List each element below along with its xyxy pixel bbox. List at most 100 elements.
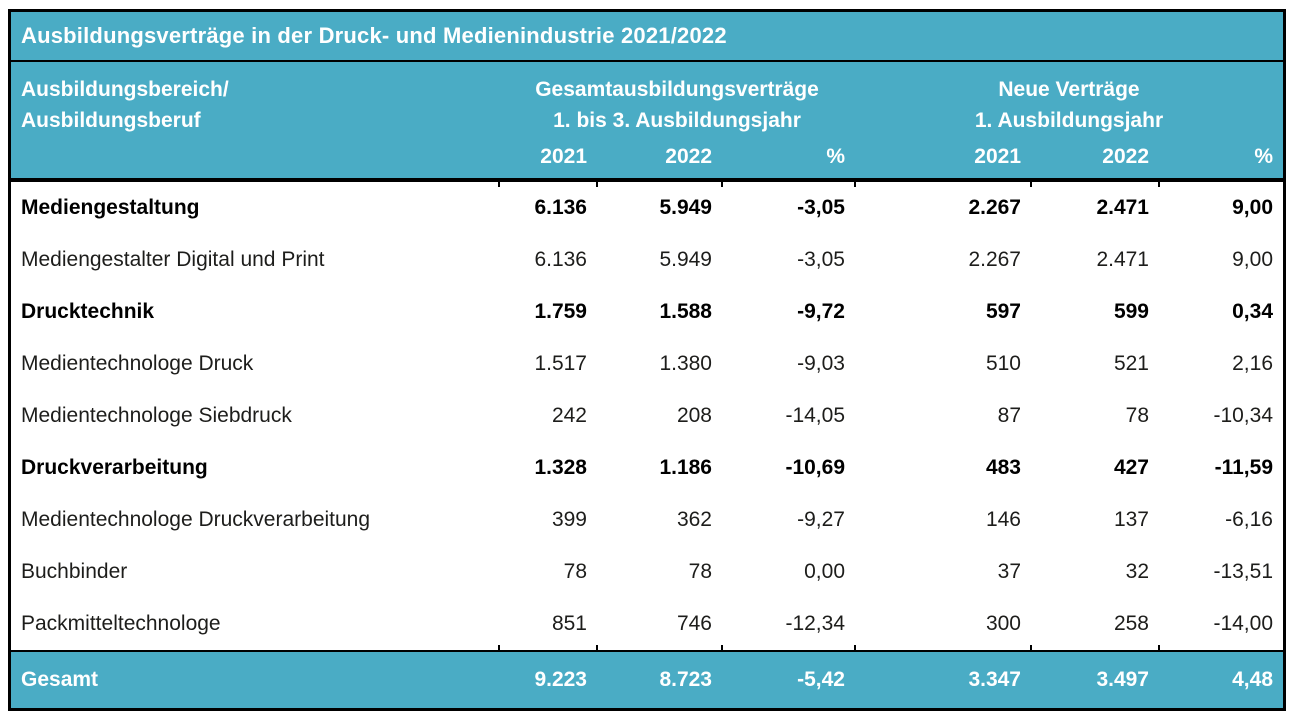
total-total-percent: -5,42 — [722, 650, 855, 708]
col-header-new-2022: 2022 — [1031, 136, 1159, 182]
cell-total-2022: 78 — [597, 546, 722, 598]
row-label: Medientechnologe Druck — [11, 338, 499, 390]
cell-new-2022: 2.471 — [1030, 180, 1159, 234]
table-row-medientechnologe-siebdruck: Medientechnologe Siebdruck 242 208 -14,0… — [11, 390, 1283, 442]
cell-total-percent: -3,05 — [722, 234, 855, 286]
table-row-mediengestalter-digital-und-print: Mediengestalter Digital und Print 6.136 … — [11, 234, 1283, 286]
row-label: Packmitteltechnologe — [11, 598, 499, 651]
cell-total-2021: 78 — [499, 546, 597, 598]
cell-new-2022: 2.471 — [1031, 234, 1159, 286]
cell-total-2021: 6.136 — [499, 234, 597, 286]
row-label: Mediengestaltung — [11, 180, 499, 234]
group-new-line1: Neue Verträge — [998, 78, 1140, 101]
group-total-line1: Gesamtausbildungsverträge — [535, 78, 819, 101]
cell-total-percent: -9,03 — [722, 338, 855, 390]
cell-total-percent: 0,00 — [722, 546, 855, 598]
cell-new-2021: 510 — [855, 338, 1031, 390]
cell-total-percent: -14,05 — [722, 390, 855, 442]
table-row-medientechnologe-druckverarbeitung: Medientechnologe Druckverarbeitung 399 3… — [11, 494, 1283, 546]
cell-total-2022: 5.949 — [596, 180, 722, 234]
cell-total-2021: 1.328 — [499, 442, 597, 494]
cell-total-percent: -3,05 — [721, 180, 855, 234]
col-header-total-2021: 2021 — [499, 136, 597, 182]
group-new-line2: 1. Ausbildungsjahr — [974, 109, 1164, 132]
cell-total-2022: 746 — [596, 598, 722, 651]
row-label: Buchbinder — [11, 546, 499, 598]
cell-new-2021: 300 — [854, 598, 1031, 651]
row-dimension-line2: Ausbildungsberuf — [21, 109, 201, 132]
col-header-new-2021: 2021 — [855, 136, 1031, 182]
cell-new-2022: 521 — [1031, 338, 1159, 390]
cell-new-2021: 483 — [855, 442, 1031, 494]
cell-total-2021: 1.517 — [499, 338, 597, 390]
row-label: Medientechnologe Siebdruck — [11, 390, 499, 442]
group-header-new-contracts: Neue Verträge 1. Ausbildungsjahr — [855, 62, 1283, 136]
cell-new-2022: 599 — [1031, 286, 1159, 338]
total-label: Gesamt — [11, 650, 499, 708]
total-total-2022: 8.723 — [597, 650, 722, 708]
group-header-total-contracts: Gesamtausbildungsverträge 1. bis 3. Ausb… — [499, 62, 855, 136]
cell-total-percent: -12,34 — [721, 598, 855, 651]
row-label: Medientechnologe Druckverarbeitung — [11, 494, 499, 546]
cell-new-percent: 9,00 — [1159, 234, 1283, 286]
table-title-bar: Ausbildungsverträge in der Druck- und Me… — [11, 12, 1283, 62]
cell-new-percent: -13,51 — [1159, 546, 1283, 598]
group-total-line2: 1. bis 3. Ausbildungsjahr — [553, 109, 801, 132]
cell-total-2022: 362 — [597, 494, 722, 546]
cell-total-2021: 851 — [498, 598, 597, 651]
cell-total-2021: 399 — [499, 494, 597, 546]
cell-new-percent: -10,34 — [1159, 390, 1283, 442]
cell-new-2021: 597 — [855, 286, 1031, 338]
cell-new-2021: 2.267 — [854, 180, 1031, 234]
row-dimension-line1: Ausbildungsbereich/ — [21, 78, 229, 101]
cell-new-2021: 2.267 — [855, 234, 1031, 286]
cell-new-percent: 0,34 — [1159, 286, 1283, 338]
row-label: Mediengestalter Digital und Print — [11, 234, 499, 286]
cell-new-2021: 146 — [855, 494, 1031, 546]
total-new-2021: 3.347 — [855, 650, 1031, 708]
row-label: Drucktechnik — [11, 286, 499, 338]
table-row-medientechnologe-druck: Medientechnologe Druck 1.517 1.380 -9,03… — [11, 338, 1283, 390]
table-header: Ausbildungsbereich/ Ausbildungsberuf Ges… — [11, 62, 1283, 182]
row-dimension-header: Ausbildungsbereich/ Ausbildungsberuf — [11, 62, 499, 182]
total-total-2021: 9.223 — [499, 650, 597, 708]
year-header-row: 2021 2022 % 2021 2022 % — [11, 136, 1283, 182]
cell-new-2022: 258 — [1030, 598, 1159, 651]
total-new-2022: 3.497 — [1031, 650, 1159, 708]
col-header-total-percent: % — [722, 136, 855, 182]
cell-total-2022: 1.380 — [597, 338, 722, 390]
cell-total-2021: 6.136 — [498, 180, 597, 234]
table-row-mediengestaltung: Mediengestaltung 6.136 5.949 -3,05 2.267… — [11, 180, 1283, 234]
row-label: Druckverarbeitung — [11, 442, 499, 494]
table-row-buchbinder: Buchbinder 78 78 0,00 37 32 -13,51 — [11, 546, 1283, 598]
table-row-packmitteltechnologe: Packmitteltechnologe 851 746 -12,34 300 … — [11, 598, 1283, 651]
cell-new-2022: 32 — [1031, 546, 1159, 598]
group-header-row: Ausbildungsbereich/ Ausbildungsberuf Ges… — [11, 62, 1283, 182]
total-new-percent: 4,48 — [1159, 650, 1283, 708]
cell-total-2022: 5.949 — [597, 234, 722, 286]
cell-new-2022: 427 — [1031, 442, 1159, 494]
cell-total-percent: -9,72 — [722, 286, 855, 338]
total-row: Gesamt 9.223 8.723 -5,42 3.347 3.497 4,4… — [11, 650, 1283, 708]
cell-total-2022: 1.588 — [597, 286, 722, 338]
cell-total-percent: -9,27 — [722, 494, 855, 546]
table-title: Ausbildungsverträge in der Druck- und Me… — [21, 23, 727, 48]
cell-new-percent: 9,00 — [1158, 180, 1283, 234]
cell-total-percent: -10,69 — [722, 442, 855, 494]
table-row-druckverarbeitung: Druckverarbeitung 1.328 1.186 -10,69 483… — [11, 442, 1283, 494]
col-header-total-2022: 2022 — [597, 136, 722, 182]
table-body: Mediengestaltung 6.136 5.949 -3,05 2.267… — [11, 180, 1283, 651]
cell-new-percent: -14,00 — [1158, 598, 1283, 651]
cell-total-2021: 242 — [499, 390, 597, 442]
cell-new-percent: 2,16 — [1159, 338, 1283, 390]
cell-total-2022: 1.186 — [597, 442, 722, 494]
cell-new-percent: -11,59 — [1159, 442, 1283, 494]
cell-total-2022: 208 — [597, 390, 722, 442]
cell-total-2021: 1.759 — [499, 286, 597, 338]
cell-new-percent: -6,16 — [1159, 494, 1283, 546]
cell-new-2021: 87 — [855, 390, 1031, 442]
cell-new-2022: 78 — [1031, 390, 1159, 442]
training-contracts-table: Ausbildungsverträge in der Druck- und Me… — [8, 9, 1286, 711]
table-footer: Gesamt 9.223 8.723 -5,42 3.347 3.497 4,4… — [11, 650, 1283, 708]
